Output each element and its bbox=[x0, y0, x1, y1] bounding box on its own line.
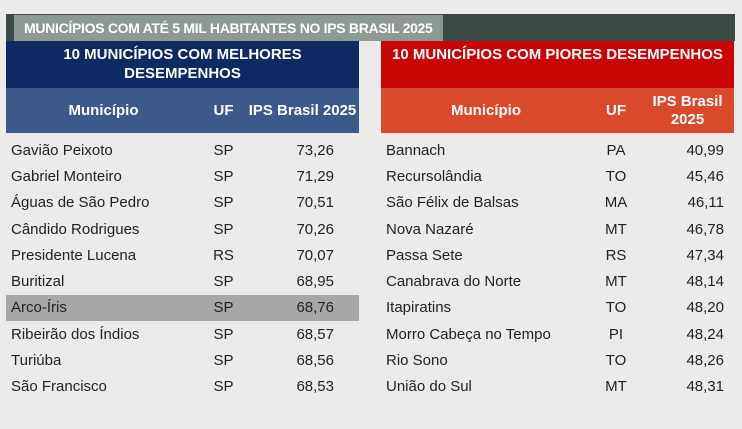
ips-cell: 70,07 bbox=[296, 246, 334, 264]
best-rows: Gavião Peixoto SP 73,26 Gabriel Monteiro SP 7… bbox=[6, 137, 359, 400]
municipio-cell: Ribeirão dos Índios bbox=[11, 325, 140, 343]
table-row: Nova Nazaré MT 46,78 bbox=[381, 216, 734, 242]
municipio-cell: Passa Sete bbox=[386, 246, 463, 264]
municipio-cell: Morro Cabeça no Tempo bbox=[386, 325, 551, 343]
ips-cell: 68,76 bbox=[296, 299, 334, 317]
municipio-cell: Arco-Íris bbox=[11, 299, 67, 317]
municipio-cell: Presidente Lucena bbox=[11, 246, 137, 264]
municipio-cell: Nova Nazaré bbox=[386, 220, 474, 238]
table-row: São Francisco SP 68,53 bbox=[6, 374, 359, 400]
uf-cell: SP bbox=[213, 378, 234, 396]
ips-cell: 48,31 bbox=[686, 378, 724, 396]
municipio-cell: Canabrava do Norte bbox=[386, 273, 522, 291]
uf-cell: SP bbox=[213, 352, 234, 370]
municipio-cell: Gabriel Monteiro bbox=[11, 167, 122, 185]
table-row: Rio Sono TO 48,26 bbox=[381, 347, 734, 373]
table-row: Canabrava do Norte MT 48,14 bbox=[381, 268, 734, 294]
worst-header-row: Município UF IPS Brasil 2025 bbox=[381, 88, 734, 133]
table-row: Presidente Lucena RS 70,07 bbox=[6, 242, 359, 268]
best-header-row: Município UF IPS Brasil 2025 bbox=[6, 88, 359, 133]
col-municipio: Município bbox=[68, 102, 139, 119]
ips-cell: 48,20 bbox=[686, 299, 724, 317]
uf-cell: SP bbox=[213, 194, 234, 212]
municipio-cell: Cândido Rodrigues bbox=[11, 220, 140, 238]
uf-cell: PA bbox=[606, 141, 626, 159]
uf-cell: TO bbox=[605, 299, 627, 317]
uf-cell: SP bbox=[213, 273, 234, 291]
table-row: Buritizal SP 68,95 bbox=[6, 268, 359, 294]
table-row: Recursolândia TO 45,46 bbox=[381, 163, 734, 189]
col-uf: UF bbox=[213, 102, 234, 119]
uf-cell: SP bbox=[213, 141, 234, 159]
municipio-cell: União do Sul bbox=[386, 378, 472, 396]
ips-cell: 45,46 bbox=[686, 167, 724, 185]
municipio-cell: Itapiratins bbox=[386, 299, 452, 317]
uf-cell: RS bbox=[213, 246, 234, 264]
uf-cell: MA bbox=[604, 194, 628, 212]
uf-cell: RS bbox=[605, 246, 627, 264]
table-row: Turiúba SP 68,56 bbox=[6, 347, 359, 373]
uf-cell: SP bbox=[213, 167, 234, 185]
ips-cell: 68,57 bbox=[296, 325, 334, 343]
table-row: Bannach PA 40,99 bbox=[381, 137, 734, 163]
uf-cell: MT bbox=[605, 220, 627, 238]
ips-cell: 40,99 bbox=[686, 141, 724, 159]
ips-cell: 68,56 bbox=[296, 352, 334, 370]
uf-cell: PI bbox=[608, 325, 624, 343]
ips-cell: 68,53 bbox=[296, 378, 334, 396]
ips-cell: 48,26 bbox=[686, 352, 724, 370]
uf-cell: MT bbox=[605, 378, 627, 396]
ips-cell: 68,95 bbox=[296, 273, 334, 291]
table-row: Arco-Íris SP 68,76 bbox=[6, 294, 359, 322]
uf-cell: MT bbox=[605, 273, 627, 291]
table-row: Gavião Peixoto SP 73,26 bbox=[6, 137, 359, 163]
municipio-cell: Buritizal bbox=[11, 273, 65, 291]
best-table: 10 MUNICÍPIOS COM MELHORES DESEMPENHOS M… bbox=[6, 41, 359, 400]
col-ips: IPS Brasil 2025 bbox=[652, 92, 723, 128]
municipio-cell: São Félix de Balsas bbox=[386, 194, 519, 212]
ips-cell: 70,26 bbox=[296, 220, 334, 238]
table-row: Gabriel Monteiro SP 71,29 bbox=[6, 163, 359, 189]
ips-cell: 70,51 bbox=[296, 194, 334, 212]
table-row: Morro Cabeça no Tempo PI 48,24 bbox=[381, 321, 734, 347]
table-row: São Félix de Balsas MA 46,11 bbox=[381, 190, 734, 216]
municipio-cell: Bannach bbox=[386, 141, 446, 159]
col-ips: IPS Brasil 2025 bbox=[248, 101, 357, 119]
ips-cell: 73,26 bbox=[296, 141, 334, 159]
municipio-cell: Rio Sono bbox=[386, 352, 448, 370]
municipio-cell: São Francisco bbox=[11, 378, 107, 396]
municipio-cell: Recursolândia bbox=[386, 167, 482, 185]
ips-cell: 48,14 bbox=[686, 273, 724, 291]
uf-cell: SP bbox=[213, 220, 234, 238]
page-title: MUNICÍPIOS COM ATÉ 5 MIL HABITANTES NO I… bbox=[14, 15, 443, 41]
table-row: Passa Sete RS 47,34 bbox=[381, 242, 734, 268]
worst-rows: Bannach PA 40,99 Recursolândia TO 45,46 São Fé… bbox=[381, 137, 734, 400]
col-uf: UF bbox=[606, 102, 626, 119]
ips-cell: 48,24 bbox=[686, 325, 724, 343]
table-row: Águas de São Pedro SP 70,51 bbox=[6, 190, 359, 216]
ips-cell: 46,11 bbox=[687, 194, 724, 212]
worst-table: 10 MUNICÍPIOS COM PIORES DESEMPENHOS Mun… bbox=[381, 41, 734, 400]
table-row: Ribeirão dos Índios SP 68,57 bbox=[6, 321, 359, 347]
worst-heading: 10 MUNICÍPIOS COM PIORES DESEMPENHOS bbox=[381, 41, 734, 88]
ips-cell: 47,34 bbox=[686, 246, 724, 264]
municipio-cell: Águas de São Pedro bbox=[11, 194, 150, 212]
table-row: Itapiratins TO 48,20 bbox=[381, 295, 734, 321]
col-municipio: Município bbox=[451, 102, 521, 119]
table-row: União do Sul MT 48,31 bbox=[381, 374, 734, 400]
uf-cell: SP bbox=[213, 325, 234, 343]
ips-cell: 46,78 bbox=[686, 220, 724, 238]
best-heading: 10 MUNICÍPIOS COM MELHORES DESEMPENHOS bbox=[6, 41, 359, 88]
ips-cell: 71,29 bbox=[296, 167, 334, 185]
uf-cell: SP bbox=[213, 299, 234, 317]
uf-cell: TO bbox=[605, 352, 627, 370]
uf-cell: TO bbox=[605, 167, 627, 185]
municipio-cell: Turiúba bbox=[11, 352, 62, 370]
municipio-cell: Gavião Peixoto bbox=[11, 141, 113, 159]
table-row: Cândido Rodrigues SP 70,26 bbox=[6, 216, 359, 242]
